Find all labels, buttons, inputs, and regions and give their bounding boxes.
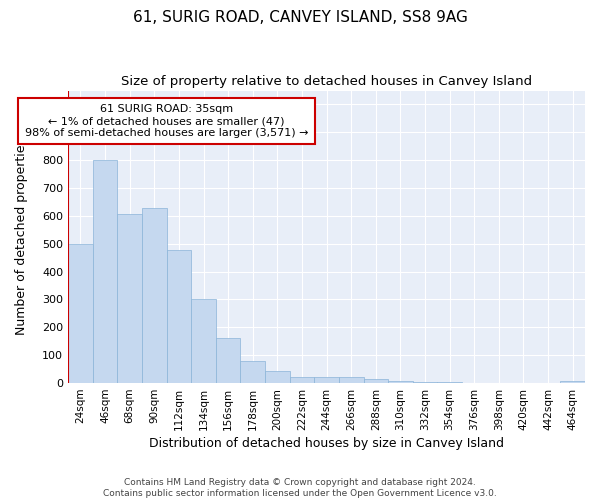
Bar	[290, 377, 314, 383]
Bar	[437, 382, 462, 383]
Y-axis label: Number of detached properties: Number of detached properties	[16, 138, 28, 336]
Bar	[142, 208, 167, 383]
Bar	[167, 250, 191, 383]
Bar	[413, 382, 437, 383]
Bar	[314, 378, 339, 383]
Text: 61, SURIG ROAD, CANVEY ISLAND, SS8 9AG: 61, SURIG ROAD, CANVEY ISLAND, SS8 9AG	[133, 10, 467, 25]
Bar	[241, 362, 265, 383]
Bar	[216, 338, 241, 383]
Bar	[339, 378, 364, 383]
Bar	[118, 214, 142, 383]
Bar	[462, 382, 487, 383]
Bar	[487, 382, 511, 383]
X-axis label: Distribution of detached houses by size in Canvey Island: Distribution of detached houses by size …	[149, 437, 504, 450]
Bar	[388, 381, 413, 383]
Bar	[68, 244, 93, 383]
Bar	[93, 160, 118, 383]
Bar	[560, 381, 585, 383]
Bar	[191, 299, 216, 383]
Bar	[364, 380, 388, 383]
Text: 61 SURIG ROAD: 35sqm
← 1% of detached houses are smaller (47)
98% of semi-detach: 61 SURIG ROAD: 35sqm ← 1% of detached ho…	[25, 104, 308, 138]
Text: Contains HM Land Registry data © Crown copyright and database right 2024.
Contai: Contains HM Land Registry data © Crown c…	[103, 478, 497, 498]
Bar	[265, 370, 290, 383]
Title: Size of property relative to detached houses in Canvey Island: Size of property relative to detached ho…	[121, 75, 532, 88]
